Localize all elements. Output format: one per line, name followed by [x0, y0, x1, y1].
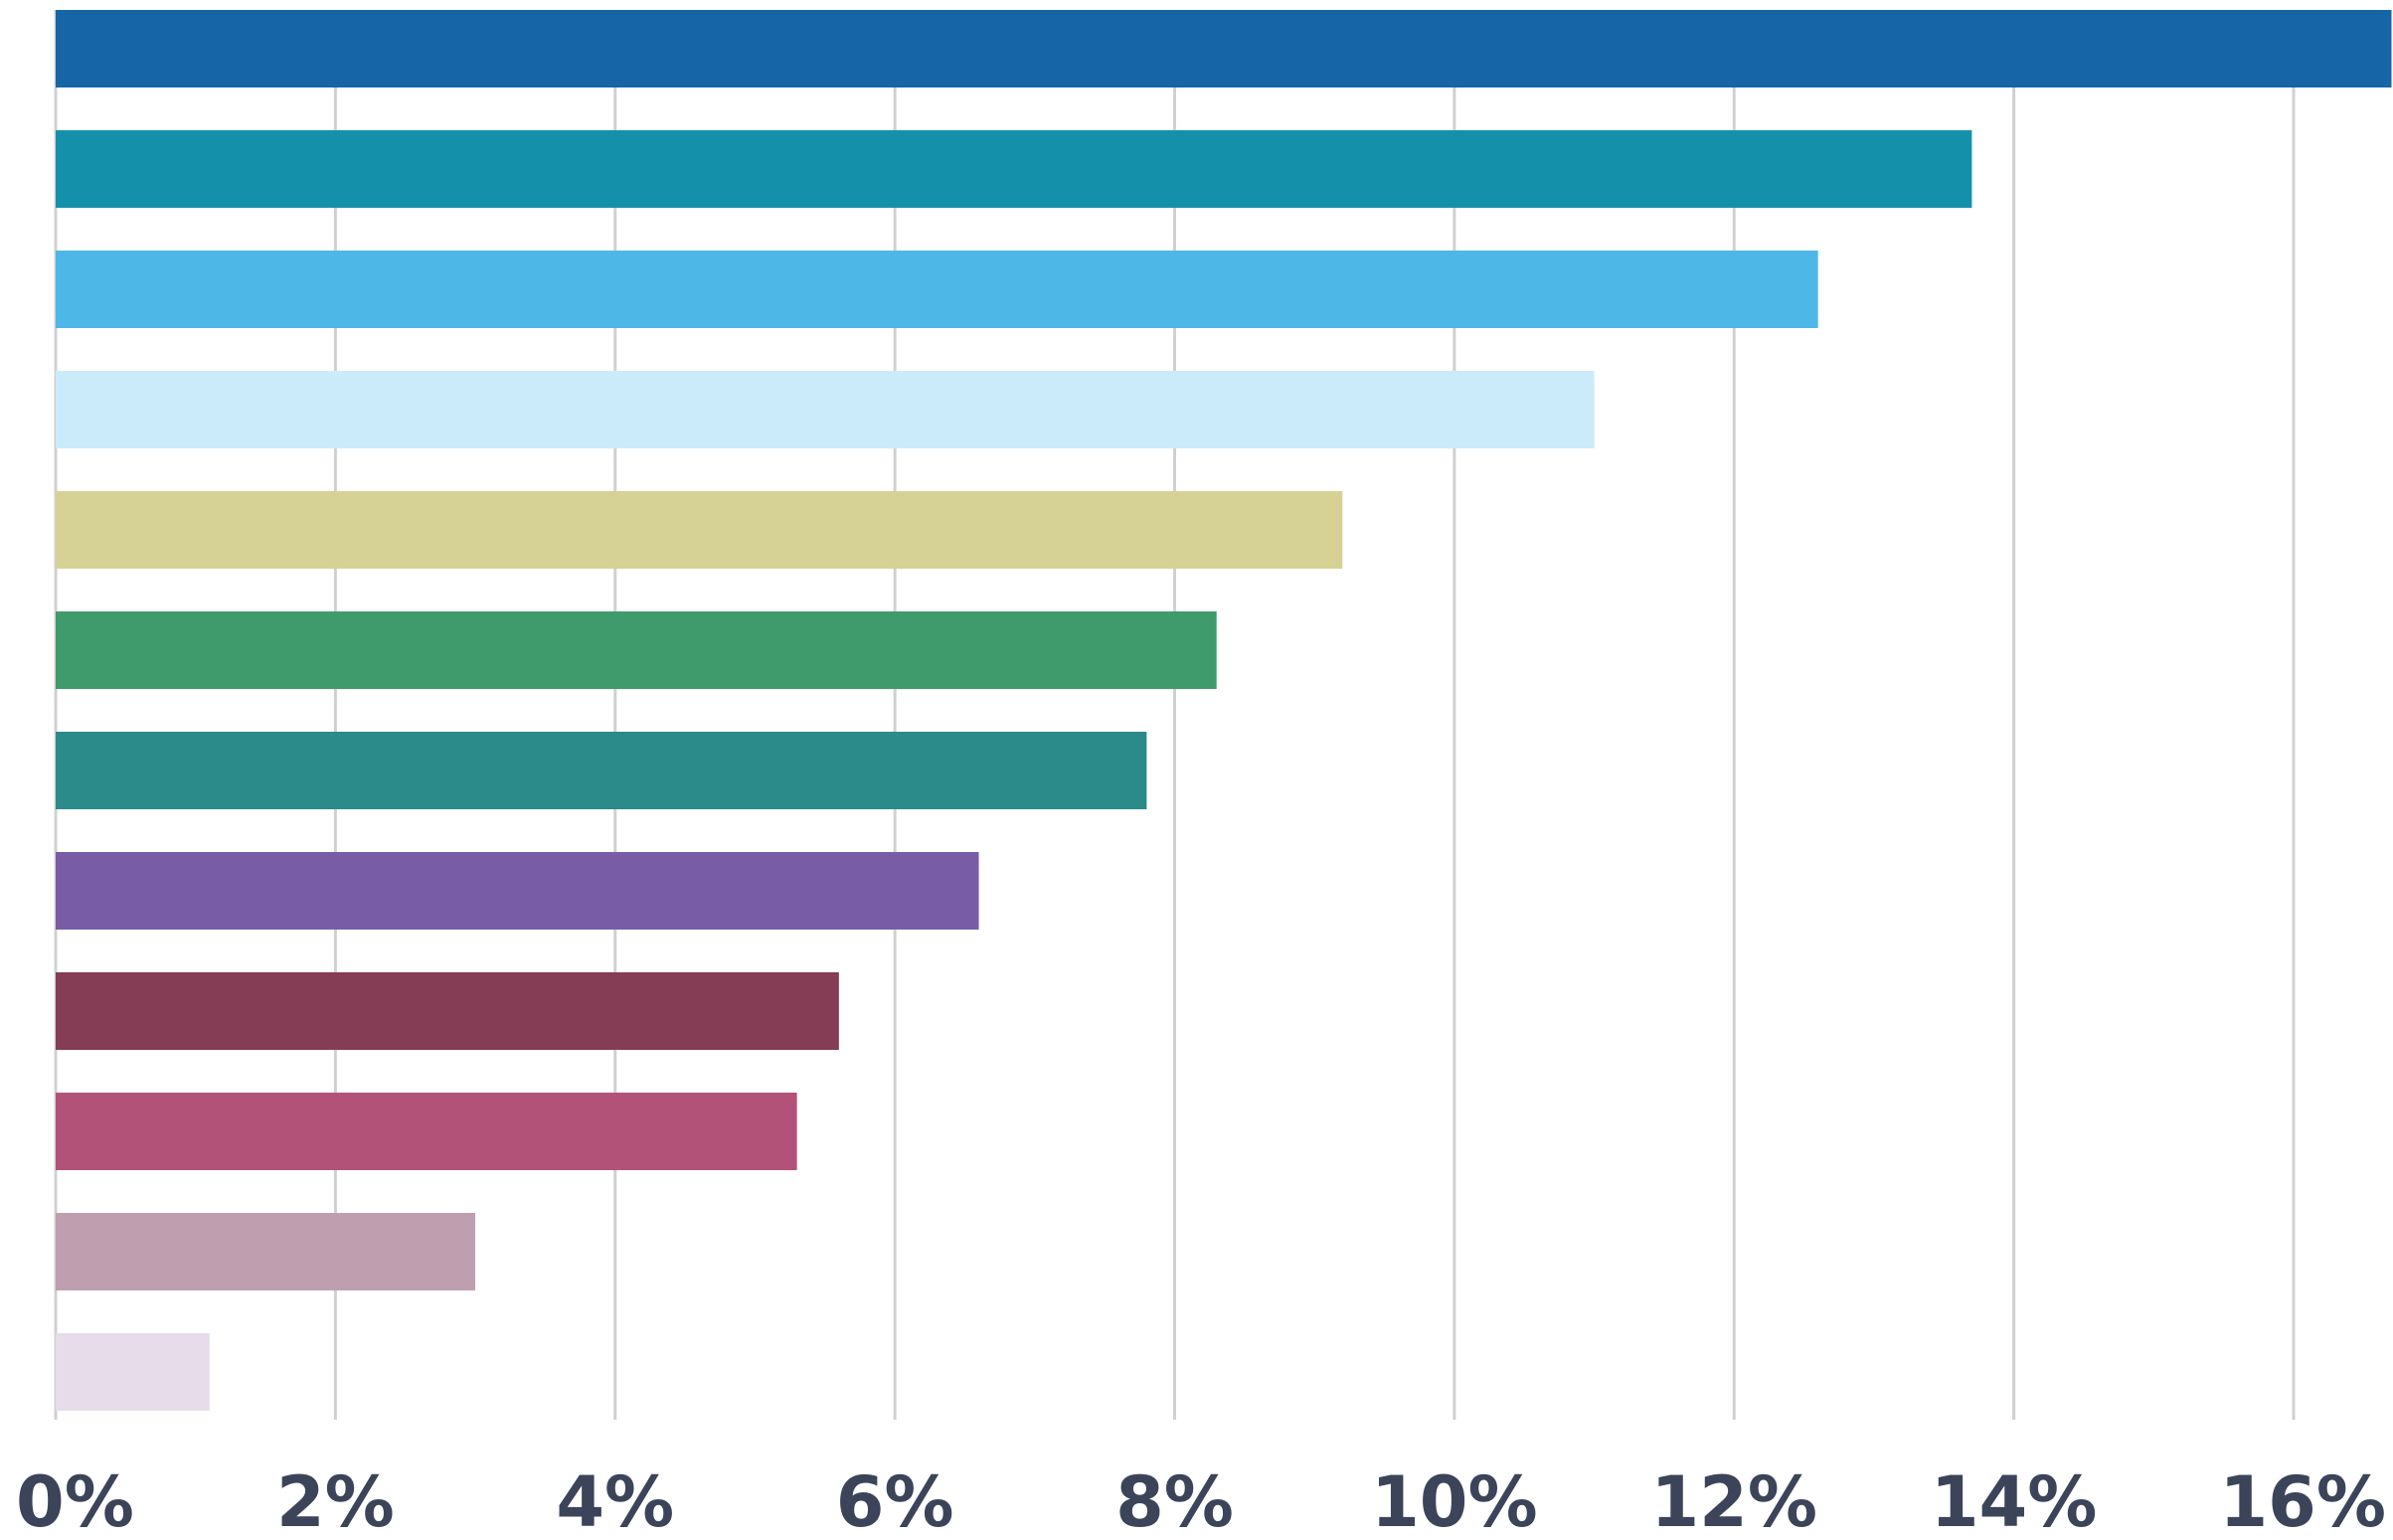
x-tick-label-8: 16%: [2219, 1461, 2386, 1540]
bar-7: [56, 732, 1147, 809]
bar-8: [56, 852, 979, 930]
bar-11: [56, 1213, 476, 1290]
x-tick-label-4: 8%: [1115, 1461, 1234, 1540]
x-tick-label-7: 14%: [1931, 1461, 2098, 1540]
bar-10: [56, 1093, 797, 1170]
x-tick-label-5: 10%: [1371, 1461, 1538, 1540]
x-tick-label-2: 4%: [556, 1461, 674, 1540]
bar-4: [56, 371, 1595, 448]
x-axis-tick-labels: 0% 2% 4% 6% 8% 10% 12% 14% 16%: [16, 1461, 2386, 1540]
bar-2: [56, 130, 1972, 208]
x-tick-label-1: 2%: [276, 1461, 395, 1540]
bar-12: [56, 1333, 210, 1411]
bar-1: [56, 10, 2392, 87]
gridlines: [54, 10, 2296, 1420]
bar-3: [56, 251, 1818, 328]
x-tick-label-6: 12%: [1650, 1461, 1817, 1540]
bar-9: [56, 972, 839, 1050]
bar-5: [56, 491, 1343, 569]
bars: [56, 10, 2392, 1411]
bar-6: [56, 611, 1217, 689]
x-tick-label-3: 6%: [836, 1461, 954, 1540]
x-tick-label-0: 0%: [16, 1461, 134, 1540]
